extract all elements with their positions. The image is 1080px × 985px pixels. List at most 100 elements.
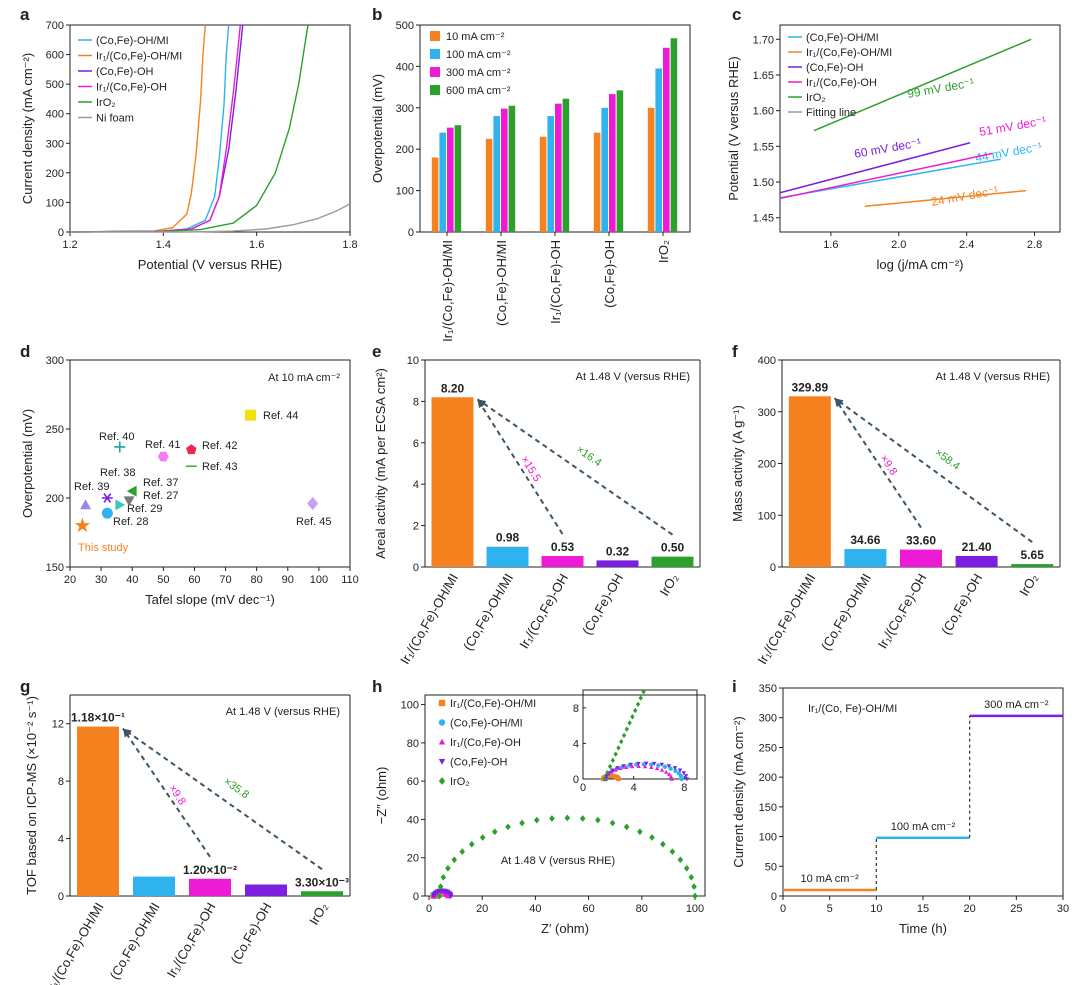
x-tick-label: 1.8	[342, 239, 357, 251]
bar	[501, 108, 508, 232]
legend-label: (Co,Fe)-OH/MI	[96, 35, 169, 47]
x-tick-label: 0	[780, 903, 786, 915]
ratio-arrow	[833, 397, 922, 529]
legend-marker	[438, 758, 446, 765]
y-tick-label: 300	[758, 407, 776, 419]
bar	[844, 549, 887, 567]
inset-point	[649, 762, 654, 767]
inset-point	[613, 767, 618, 772]
bar	[245, 884, 287, 896]
y-axis-label: Overpotential (mV)	[20, 409, 35, 518]
ratio-label: ×16.4	[574, 444, 604, 470]
bar	[431, 157, 439, 232]
panel-d: 20 30 40 50 60 70 80 90 100 110 150 200 250 300 Tafel …	[20, 355, 359, 607]
panel-label: i	[732, 677, 737, 696]
x-tick-label: 40	[126, 574, 138, 586]
y-tick-label: 6	[413, 438, 419, 450]
y-tick-label: 300	[46, 138, 64, 150]
bar-value-label: 1.20×10⁻²	[183, 863, 237, 877]
bar	[431, 397, 474, 567]
nyquist-point	[448, 893, 454, 899]
legend-swatch	[430, 49, 440, 59]
inset-point	[621, 764, 627, 769]
nyquist-point	[533, 816, 540, 824]
bar	[486, 546, 529, 567]
bar	[647, 107, 655, 232]
panel-f: 0 100 200 300 400 Mass activity (A g⁻¹) At 1.4…	[730, 355, 1061, 667]
category-label: (Co,Fe)-OH	[938, 571, 985, 637]
panel-label: h	[372, 677, 382, 696]
inset-point	[619, 738, 624, 745]
data-point	[101, 493, 113, 503]
nyquist-point	[491, 828, 498, 836]
point-label: Ref. 28	[113, 516, 148, 528]
inset-plot: 0 4 8 0 4 8	[573, 689, 698, 794]
inset-point	[673, 768, 678, 774]
condition-label: At 1.48 V (versus RHE)	[576, 371, 690, 383]
inset-point	[666, 771, 672, 776]
legend-marker	[438, 699, 446, 707]
y-tick-label: 10	[407, 355, 419, 367]
ratio-label: ×35.8	[221, 776, 251, 802]
category-label: (Co,Fe)-OH/MI	[494, 240, 509, 326]
fit-line	[779, 152, 993, 200]
x-tick-label: 0	[426, 903, 432, 915]
y-tick-label: 150	[46, 562, 64, 574]
nyquist-point	[451, 856, 458, 864]
data-point	[114, 441, 126, 453]
nyquist-point	[579, 815, 586, 822]
x-tick-label: 2.8	[1027, 239, 1042, 251]
nyquist-point	[637, 828, 643, 836]
legend-label: Ir₁/(Co,Fe)-OH	[450, 737, 521, 749]
bar-value-label: 3.30×10⁻³	[295, 875, 349, 889]
x-tick-label: 80	[251, 574, 263, 586]
category-label: (Co,Fe)-OH/MI	[460, 571, 516, 653]
bar	[539, 136, 547, 232]
panel-label: a	[20, 5, 30, 24]
x-tick-label: 20	[476, 903, 488, 915]
nyquist-point	[459, 848, 466, 855]
category-label: Ir₁/(Co,Fe)-OH	[164, 900, 219, 980]
segment-label: 10 mA cm⁻²	[800, 873, 859, 885]
y-tick-label: 200	[46, 168, 64, 180]
legend-label: Ir₁/(Co,Fe)-OH	[806, 77, 877, 89]
fit-line	[779, 142, 971, 194]
panel-g: 0 4 8 12 TOF based on ICP-MS (×10⁻² s⁻¹) At 1…	[24, 694, 351, 985]
bar-value-label: 0.98	[496, 531, 520, 545]
y-tick-label: 300	[46, 355, 64, 367]
nyquist-point	[691, 883, 697, 890]
inset-point	[607, 763, 613, 770]
legend-label: Ir₁/(Co,Fe)-OH/MI	[96, 51, 182, 63]
y-tick-label: 200	[46, 493, 64, 505]
inset-point	[636, 764, 641, 769]
nyquist-point	[595, 816, 601, 824]
point-label: Ref. 43	[202, 461, 237, 473]
x-tick-label: 5	[827, 903, 833, 915]
panel-a: 1.2 1.4 1.6 1.8 0 100 200 300 400 500 600 700 Potent…	[20, 20, 358, 272]
condition-label: At 1.48 V (versus RHE)	[936, 371, 1050, 383]
inset-point	[636, 761, 641, 766]
bar	[547, 116, 554, 232]
y-tick-label: 4	[413, 479, 419, 491]
panel-c: 1.6 2.0 2.4 2.8 1.45 1.50 1.55 1.60 1.65 1.70 log …	[726, 24, 1061, 272]
legend-label: Fitting line	[806, 107, 856, 119]
category-label: IrO₂	[657, 571, 682, 599]
inset-point	[610, 757, 616, 763]
y-tick-label: 0	[413, 562, 419, 574]
y-tick-label: 20	[407, 853, 419, 865]
inset-point	[652, 761, 657, 766]
slope-label: 24 mV dec⁻¹	[930, 183, 999, 209]
y-tick-label: 0	[771, 891, 777, 903]
legend-label: Ir₁/(Co,Fe)-OH/MI	[806, 47, 892, 59]
category-label: IrO₂	[1016, 571, 1041, 599]
inset-point	[628, 762, 634, 767]
bar	[77, 726, 119, 896]
nyquist-point	[445, 864, 451, 872]
ratio-label: ×9.8	[877, 453, 899, 478]
bar	[189, 878, 231, 896]
y-tick-label: 150	[759, 802, 777, 814]
y-tick-label: 300	[396, 103, 414, 115]
inset-point	[641, 689, 646, 695]
inset-point	[666, 764, 672, 769]
bar-value-label: 0.50	[661, 541, 685, 555]
